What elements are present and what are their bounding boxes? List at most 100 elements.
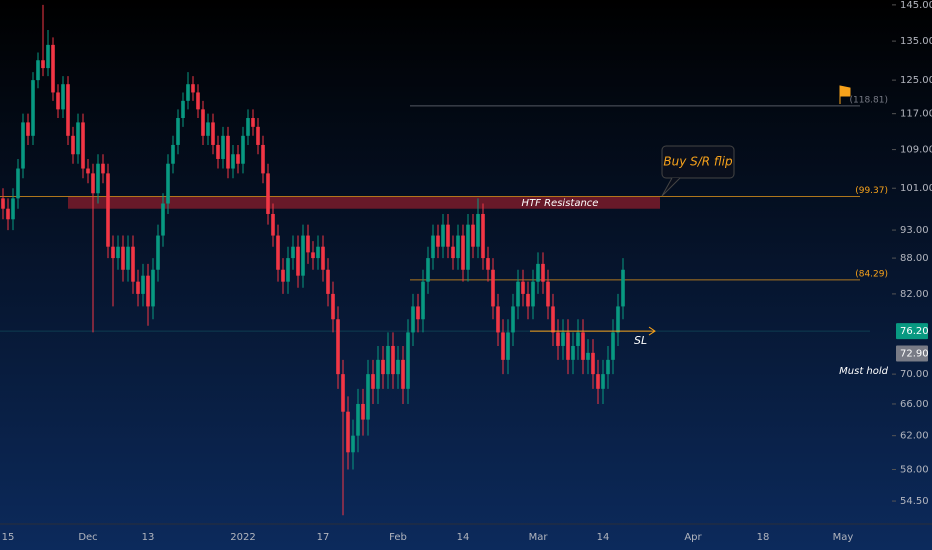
y-tick-label: 66.00 <box>900 399 929 410</box>
candle-body <box>466 224 470 270</box>
candle-body <box>271 213 275 236</box>
candle-body <box>176 118 180 145</box>
zone-label: HTF Resistance <box>522 198 599 209</box>
candle-body <box>461 235 465 270</box>
candle-body <box>1 198 5 209</box>
candle-body <box>56 92 60 110</box>
x-tick-label: May <box>833 532 854 543</box>
candle-body <box>391 345 395 375</box>
candle-body <box>96 163 100 194</box>
candle-body <box>16 168 20 199</box>
candle-body <box>121 246 125 270</box>
candle-body <box>191 84 195 93</box>
candle-body <box>306 235 310 253</box>
candle-body <box>201 109 205 136</box>
candle-body <box>486 258 490 270</box>
price-tag <box>896 345 928 362</box>
candle-body <box>586 352 590 360</box>
candle-body <box>576 332 580 346</box>
level-label: (118.81) <box>849 95 888 105</box>
candle-body <box>591 352 595 375</box>
x-tick-label: Feb <box>389 532 407 543</box>
note-label: Must hold <box>839 366 889 377</box>
level-label: (84.29) <box>855 269 888 279</box>
candle-body <box>11 198 15 220</box>
candle-body <box>146 275 150 307</box>
candle-body <box>301 235 305 276</box>
candle-body <box>491 269 495 307</box>
candle-body <box>216 144 220 159</box>
candle-body <box>246 118 250 136</box>
candle-body <box>411 306 415 333</box>
candle-body <box>126 246 130 270</box>
candle-body <box>171 144 175 164</box>
candle-body <box>186 84 190 101</box>
candle-body <box>511 306 515 333</box>
candle-body <box>371 374 375 389</box>
candle-body <box>21 122 25 169</box>
candle-body <box>101 163 105 174</box>
candle-body <box>286 258 290 282</box>
candle-body <box>81 122 85 169</box>
candle-body <box>46 44 50 69</box>
candle-body <box>111 246 115 259</box>
y-tick-label: 145.00 <box>900 0 932 11</box>
candle-body <box>276 235 280 270</box>
candle-body <box>136 281 140 294</box>
y-tick-label: 117.00 <box>900 109 932 120</box>
candle-body <box>481 213 485 259</box>
candle-body <box>536 263 540 282</box>
candle-body <box>426 258 430 282</box>
y-tick-label: 109.00 <box>900 145 932 156</box>
candle-body <box>456 235 460 259</box>
candle-body <box>156 235 160 270</box>
candle-body <box>606 359 610 375</box>
candle-body <box>351 435 355 453</box>
candle-body <box>341 374 345 412</box>
candle-body <box>531 281 535 307</box>
candle-body <box>66 84 70 136</box>
x-tick-label: 2022 <box>230 532 255 543</box>
callout-label: Buy S/R flip <box>663 155 733 169</box>
y-tick-label: 93.00 <box>900 225 929 236</box>
x-tick-label: 14 <box>597 532 610 543</box>
x-tick-label: Mar <box>529 532 549 543</box>
level-label: (99.37) <box>855 186 888 196</box>
candle-body <box>431 235 435 259</box>
candle-body <box>51 44 55 93</box>
candle-body <box>581 332 585 360</box>
price-tag-label: 72.90 <box>900 349 929 360</box>
sl-arrow-head <box>648 326 656 336</box>
candle-body <box>361 403 365 420</box>
candle-body <box>381 359 385 375</box>
resistance-zone <box>68 196 660 209</box>
candle-body <box>161 203 165 236</box>
candle-body <box>566 332 570 360</box>
candle-body <box>166 163 170 204</box>
candle-body <box>601 374 605 389</box>
candle-body <box>206 122 210 136</box>
candle-body <box>291 246 295 259</box>
x-tick-label: Dec <box>78 532 97 543</box>
y-tick-label: 62.00 <box>900 431 929 442</box>
candle-body <box>116 246 120 259</box>
candle-body <box>326 269 330 294</box>
candle-body <box>251 118 255 127</box>
candle-body <box>231 154 235 169</box>
candle-body <box>596 374 600 389</box>
candle-body <box>541 263 545 282</box>
candle-body <box>106 173 110 247</box>
y-tick-label: 54.50 <box>900 496 929 507</box>
callout-pointer <box>661 177 681 197</box>
candle-body <box>416 306 420 320</box>
candle-body <box>441 224 445 247</box>
candle-body <box>91 173 95 194</box>
candle-body <box>336 319 340 375</box>
candle-body <box>261 144 265 174</box>
price-tag <box>896 323 928 340</box>
candle-body <box>546 281 550 307</box>
x-tick-label: 18 <box>757 532 770 543</box>
candle-body <box>296 246 300 276</box>
y-tick-label: 88.00 <box>900 253 929 264</box>
